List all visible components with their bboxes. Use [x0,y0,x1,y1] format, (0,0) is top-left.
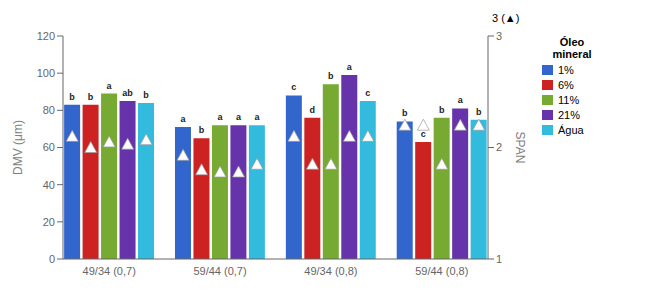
html-text:21%: 21% [558,109,580,121]
svg-text:ab: ab [122,88,133,98]
svg-text:3: 3 [496,30,502,42]
svg-text:c: c [365,88,370,98]
html-text:1%: 1% [558,64,574,76]
svg-text:b: b [199,125,205,135]
svg-text:b: b [69,92,75,102]
svg-text:a: a [236,112,242,122]
svg-text:120: 120 [37,30,55,42]
svg-text:c: c [291,82,296,92]
svg-text:d: d [310,105,316,115]
svg-text:59/44 (0,8): 59/44 (0,8) [415,265,468,277]
svg-text:80: 80 [43,104,55,116]
svg-text:b: b [439,105,445,115]
html-text:3 (▲): 3 (▲) [492,12,520,24]
svg-text:2: 2 [496,141,502,153]
svg-text:59/44 (0,7): 59/44 (0,7) [193,265,246,277]
svg-text:60: 60 [43,141,55,153]
svg-text:b: b [402,108,408,118]
svg-text:SPAN: SPAN [513,132,527,164]
svg-text:40: 40 [43,179,55,191]
html-text:Água: Água [558,124,584,136]
svg-text:49/34 (0,8): 49/34 (0,8) [304,265,357,277]
svg-text:20: 20 [43,216,55,228]
svg-text:c: c [421,129,426,139]
html-text:Óleo mineral: Óleo mineral [552,36,592,60]
svg-text:DMV (μm): DMV (μm) [11,120,25,175]
svg-text:b: b [328,71,334,81]
svg-text:a: a [458,95,464,105]
svg-text:a: a [107,81,113,91]
html-text:11%: 11% [558,94,580,106]
svg-text:0: 0 [49,253,55,265]
svg-text:b: b [143,90,149,100]
svg-text:a: a [180,114,186,124]
svg-text:100: 100 [37,67,55,79]
svg-text:1: 1 [496,253,502,265]
html-text:6%: 6% [558,79,574,91]
svg-text:a: a [347,62,353,72]
svg-text:a: a [254,112,260,122]
svg-text:a: a [217,112,223,122]
svg-text:b: b [88,92,94,102]
svg-text:49/34 (0,7): 49/34 (0,7) [83,265,136,277]
svg-text:b: b [476,107,482,117]
